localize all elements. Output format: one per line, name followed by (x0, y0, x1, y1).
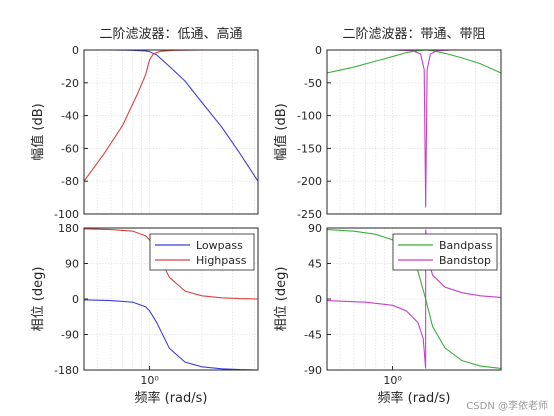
series-line-bandpass (327, 229, 501, 369)
series-line-lowpass (84, 299, 258, 370)
axes-frame (326, 49, 502, 215)
legend: Lowpass Highpass (149, 233, 255, 271)
y-tick-label: 90 (308, 222, 322, 235)
legend: Bandpass Bandstop (392, 233, 498, 271)
y-tick-label: -50 (304, 77, 322, 90)
y-tick-label: -250 (297, 208, 322, 221)
series-line-highpass (84, 50, 258, 182)
y-tick-label: 0 (315, 44, 322, 57)
plot-area (84, 50, 258, 214)
axes-frame (326, 227, 502, 371)
x-tick-label: 10⁰ (383, 374, 402, 387)
y-tick-label: -180 (54, 364, 79, 377)
y-tick-label: 0 (315, 293, 322, 306)
x-tick-label: 10⁰ (140, 374, 159, 387)
y-tick-label: -100 (297, 110, 322, 123)
y-tick-label: 0 (72, 293, 79, 306)
y-tick-label: -20 (61, 77, 79, 90)
y-tick-label: -80 (61, 175, 79, 188)
axes-2: Lowpass Highpass (83, 227, 259, 371)
axes-frame (83, 227, 259, 371)
legend-entry: Bandpass (439, 239, 493, 252)
axes-4: Bandpass Bandstop (326, 227, 502, 371)
x-axis-label: 频率 (rad/s) (135, 390, 208, 406)
axes-1 (83, 49, 259, 215)
axes-frame (83, 49, 259, 215)
y-tick-label: 45 (308, 258, 322, 271)
series-line-bandstop (327, 229, 501, 369)
y-tick-label: -60 (61, 142, 79, 155)
legend-box (149, 233, 255, 271)
y-axis-label: 相位 (deg) (274, 267, 289, 332)
y-tick-label: 0 (72, 44, 79, 57)
y-axis-label: 幅值 (dB) (273, 103, 289, 160)
y-axis-label: 幅值 (dB) (30, 103, 46, 160)
watermark: CSDN @李依老师 (466, 401, 548, 412)
y-tick-label: -90 (61, 329, 79, 342)
legend-entry: Lowpass (196, 239, 243, 252)
legend-entry: Bandstop (439, 254, 491, 267)
y-tick-label: -90 (304, 364, 322, 377)
y-axis-label: 相位 (deg) (31, 267, 46, 332)
x-axis-label: 频率 (rad/s) (378, 390, 451, 406)
y-tick-label: 180 (58, 222, 79, 235)
chart-title: 二阶滤波器：低通、高通 (99, 26, 242, 42)
y-tick-label: -150 (297, 142, 322, 155)
axes-3 (326, 49, 502, 215)
y-tick-label: -45 (304, 329, 322, 342)
y-tick-label: -40 (61, 110, 79, 123)
y-tick-label: -100 (54, 208, 79, 221)
chart-title: 二阶滤波器：带通、带阻 (342, 27, 485, 42)
legend-box (392, 233, 498, 271)
plot-area (327, 50, 501, 214)
y-tick-label: 90 (65, 258, 79, 271)
legend-entry: Highpass (196, 254, 247, 267)
y-tick-label: -200 (297, 175, 322, 188)
